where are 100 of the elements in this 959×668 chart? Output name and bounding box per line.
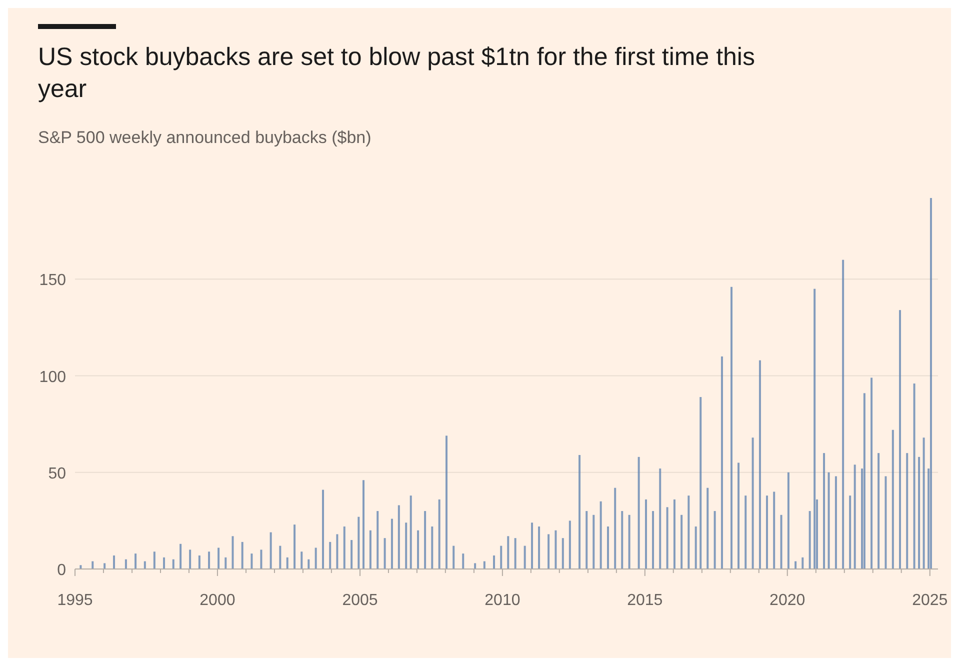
- bar: [854, 464, 856, 569]
- bar: [405, 522, 408, 569]
- bar: [720, 356, 723, 569]
- bar: [794, 561, 797, 569]
- bar: [666, 507, 668, 569]
- bar: [384, 538, 386, 569]
- bar: [124, 559, 127, 569]
- bar: [680, 514, 683, 569]
- bar: [918, 456, 920, 569]
- bar: [172, 559, 174, 569]
- bar: [554, 530, 557, 569]
- bar: [606, 526, 609, 569]
- bar: [758, 360, 761, 569]
- bar: [700, 397, 702, 569]
- bar: [652, 511, 654, 569]
- bar: [744, 496, 747, 569]
- bar: [446, 436, 448, 569]
- bar: [892, 430, 894, 569]
- bar: [578, 454, 581, 569]
- bar: [673, 499, 676, 569]
- bar: [592, 514, 595, 569]
- bar: [314, 548, 317, 569]
- bar: [780, 514, 782, 569]
- bar: [814, 288, 816, 569]
- bar: [250, 554, 253, 569]
- x-tick-label: 2000: [200, 592, 236, 609]
- chart-subtitle: S&P 500 weekly announced buybacks ($bn): [38, 128, 372, 147]
- bar: [417, 530, 420, 569]
- bar: [600, 501, 602, 569]
- bar: [802, 557, 804, 569]
- bar: [621, 511, 624, 569]
- bar: [362, 480, 364, 569]
- bar: [358, 516, 360, 569]
- bar: [694, 526, 697, 569]
- bar: [738, 462, 740, 569]
- y-tick-label: 50: [48, 465, 66, 482]
- bar: [808, 511, 811, 569]
- bar: [863, 393, 866, 569]
- bar: [688, 496, 690, 569]
- bar: [104, 563, 106, 569]
- bar: [823, 453, 826, 569]
- bar: [870, 378, 873, 569]
- bar: [189, 550, 192, 569]
- bar: [294, 524, 296, 569]
- y-tick-label: 0: [57, 562, 66, 579]
- bar: [614, 488, 616, 569]
- bar: [766, 496, 768, 569]
- bar: [562, 538, 564, 569]
- x-tick-label: 2005: [342, 592, 378, 609]
- bar: [336, 534, 338, 569]
- bar: [493, 555, 496, 569]
- bar: [232, 536, 234, 569]
- bar: [224, 557, 227, 569]
- bar: [270, 532, 272, 569]
- y-tick-label: 100: [39, 368, 66, 386]
- bar: [538, 526, 540, 569]
- bar: [930, 198, 932, 569]
- bar: [286, 557, 288, 569]
- bar: [834, 476, 837, 569]
- bar: [424, 511, 426, 569]
- bar: [398, 505, 400, 569]
- bar: [350, 540, 353, 569]
- bar: [531, 522, 534, 569]
- x-tick-label: 1995: [57, 592, 93, 609]
- bar: [452, 546, 455, 569]
- bar: [343, 526, 346, 569]
- bar: [134, 554, 137, 569]
- bar: [322, 490, 324, 569]
- bar: [884, 476, 887, 569]
- bar: [659, 468, 662, 569]
- bar: [752, 438, 754, 569]
- bar: [180, 544, 182, 569]
- bar: [913, 384, 916, 569]
- bar: [773, 492, 776, 569]
- bar: [431, 526, 434, 569]
- bar: [828, 472, 830, 569]
- x-tick-label: 2025: [912, 592, 948, 609]
- bar: [474, 563, 476, 569]
- y-tick-label: 150: [39, 272, 66, 290]
- bar: [438, 499, 440, 569]
- bar: [849, 496, 852, 569]
- bar: [628, 514, 630, 569]
- bar: [514, 538, 516, 569]
- bar: [208, 552, 210, 569]
- bar: [524, 546, 526, 569]
- bar: [113, 555, 116, 569]
- bar: [483, 561, 486, 569]
- bar: [260, 550, 262, 569]
- bar: [198, 555, 200, 569]
- x-tick-label: 2010: [484, 592, 520, 609]
- bar: [500, 546, 502, 569]
- bar: [706, 488, 709, 569]
- bar: [300, 552, 303, 569]
- bar: [644, 499, 647, 569]
- bar: [144, 561, 146, 569]
- bar: [218, 548, 220, 569]
- bar: [329, 542, 332, 569]
- bar: [279, 546, 282, 569]
- bar: [410, 496, 412, 569]
- bar: [376, 511, 379, 569]
